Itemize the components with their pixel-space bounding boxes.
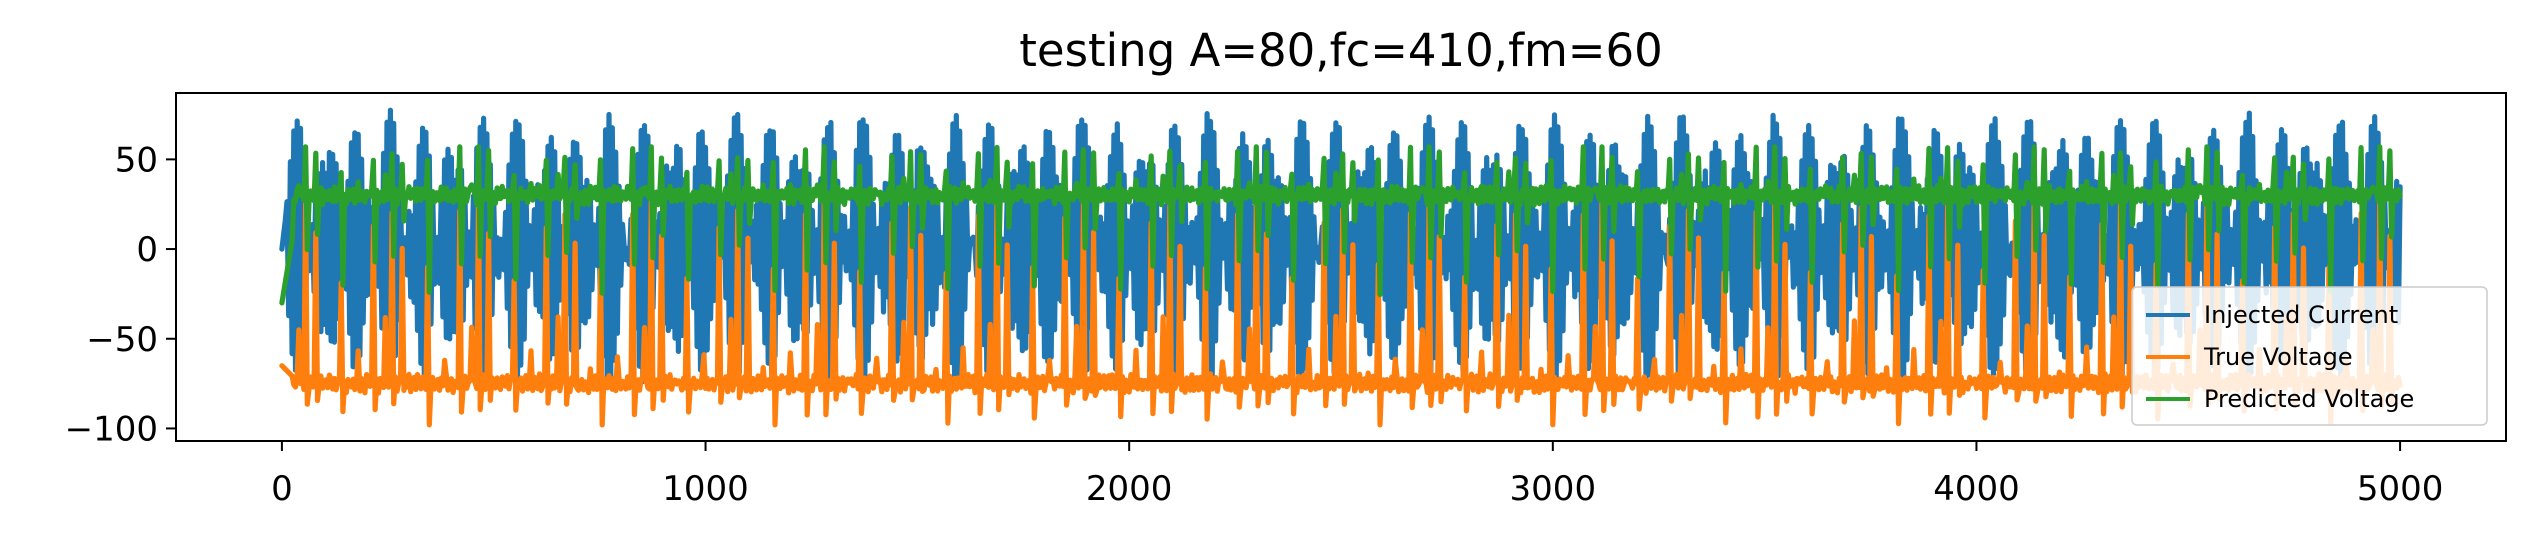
y-tick-label: 50 [115,140,158,180]
x-tick-label: 0 [271,469,293,509]
x-tick-label: 5000 [2357,469,2444,509]
x-tick-label: 2000 [1086,469,1173,509]
x-tick-label: 4000 [1933,469,2020,509]
plot-area-frame [175,92,2507,442]
legend-label: Injected Current [2204,301,2398,329]
y-axis: 50 0 −50 −100 [65,140,176,449]
legend: Injected Current True Voltage Predicted Vo… [2131,286,2488,426]
x-tick-label: 3000 [1510,469,1597,509]
series-line-predicted-voltage [279,144,2403,306]
y-tick-label: −100 [65,409,158,449]
y-tick-label: 0 [136,230,158,270]
x-axis: 0 1000 2000 3000 4000 5000 [271,441,2443,509]
legend-label: Predicted Voltage [2204,385,2414,413]
x-tick-label: 1000 [662,469,749,509]
chart-title: testing A=80,fc=410,fm=60 [1019,24,1663,77]
y-tick-label: −50 [86,320,158,360]
series-layer [279,107,2403,428]
legend-label: True Voltage [2203,343,2353,371]
series-line-true-voltage [279,194,2403,428]
legend-box [2131,286,2488,426]
